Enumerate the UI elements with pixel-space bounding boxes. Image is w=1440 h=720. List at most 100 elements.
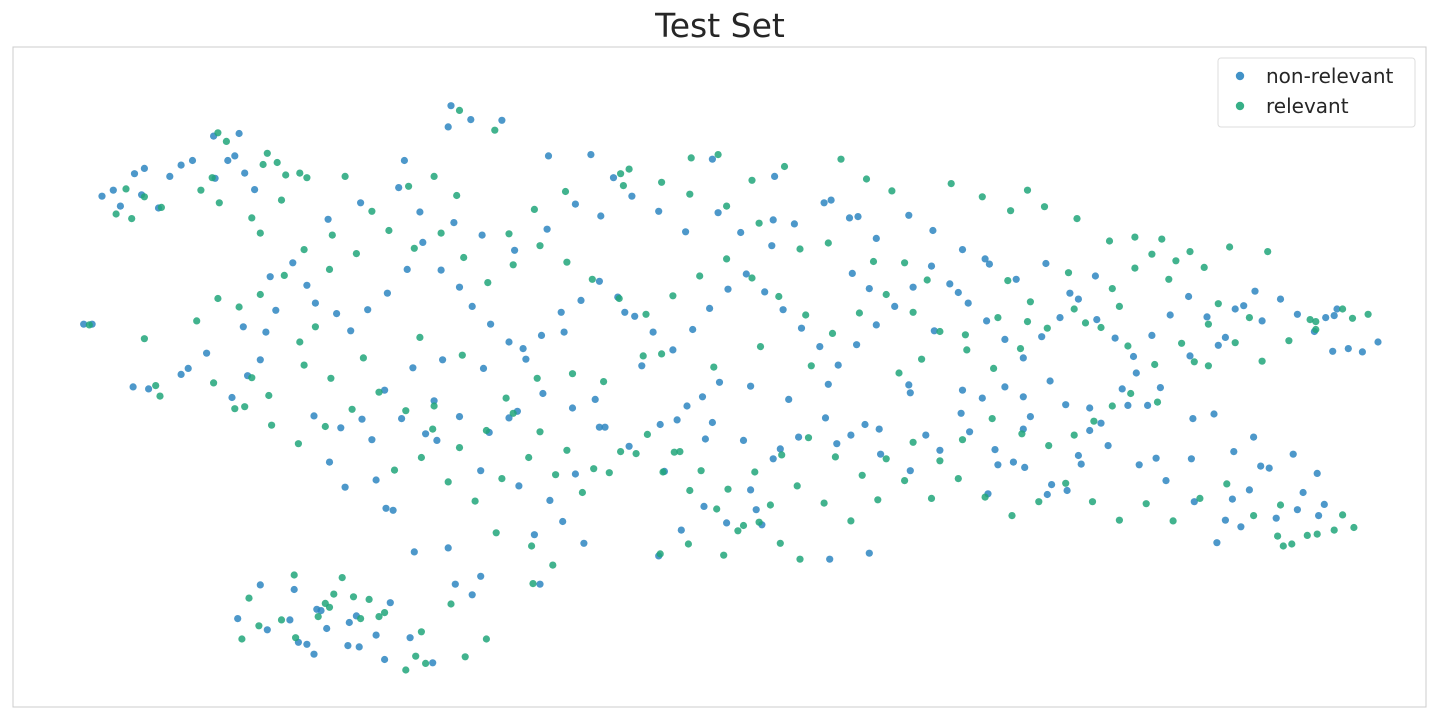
point-relevant-6 [282, 171, 290, 179]
point-relevant-174 [245, 594, 253, 602]
point-relevant-171 [321, 599, 329, 608]
point-non-relevant-232 [1221, 516, 1229, 524]
point-non-relevant-213 [609, 174, 618, 182]
point-non-relevant-146 [1077, 460, 1085, 468]
point-relevant-212 [1131, 264, 1139, 272]
point-non-relevant-141 [936, 446, 944, 454]
point-relevant-233 [561, 187, 570, 196]
point-relevant-147 [1303, 531, 1311, 540]
point-non-relevant-182 [286, 616, 294, 624]
point-relevant-188 [720, 551, 728, 559]
point-non-relevant-91 [1231, 305, 1239, 313]
point-non-relevant-28 [289, 259, 297, 267]
point-relevant-164 [447, 600, 455, 608]
point-relevant-73 [1245, 314, 1253, 322]
point-relevant-24 [311, 323, 319, 331]
point-non-relevant-207 [498, 116, 506, 124]
point-non-relevant-52 [706, 304, 714, 312]
point-relevant-38 [536, 242, 544, 250]
point-relevant-123 [659, 468, 667, 476]
point-non-relevant-121 [368, 436, 376, 444]
point-non-relevant-37 [437, 266, 445, 274]
point-relevant-63 [1204, 320, 1212, 328]
point-non-relevant-44 [557, 308, 565, 316]
point-relevant-245 [303, 174, 311, 182]
point-non-relevant-118 [1042, 259, 1050, 268]
point-relevant-110 [294, 440, 302, 448]
point-non-relevant-188 [386, 599, 394, 607]
point-non-relevant-137 [821, 414, 830, 422]
point-non-relevant-260 [1124, 401, 1132, 409]
point-non-relevant-259 [1097, 419, 1105, 427]
point-relevant-162 [381, 609, 389, 617]
point-non-relevant-136 [795, 433, 803, 441]
point-non-relevant-94 [357, 199, 365, 207]
point-non-relevant-279 [747, 486, 755, 494]
point-relevant-96 [670, 448, 678, 456]
point-relevant-107 [375, 388, 383, 396]
point-non-relevant-41 [505, 338, 513, 346]
point-relevant-241 [300, 246, 308, 254]
point-non-relevant-235 [1086, 426, 1094, 435]
point-non-relevant-128 [568, 404, 577, 412]
point-relevant-71 [1312, 325, 1320, 334]
point-non-relevant-247 [439, 356, 447, 364]
point-relevant-91 [804, 434, 813, 442]
point-relevant-259 [978, 193, 986, 201]
legend-marker-relevant [1235, 101, 1245, 111]
point-relevant-185 [755, 518, 763, 526]
point-relevant-213 [1148, 250, 1156, 258]
point-relevant-88 [882, 455, 890, 463]
point-relevant-247 [455, 106, 464, 114]
point-non-relevant-53 [724, 285, 732, 293]
point-non-relevant-150 [1187, 455, 1195, 463]
point-non-relevant-172 [826, 555, 834, 563]
point-non-relevant-29 [303, 281, 311, 289]
point-relevant-20 [210, 379, 218, 387]
point-non-relevant-229 [1358, 348, 1366, 356]
point-relevant-173 [238, 635, 246, 643]
point-relevant-155 [290, 571, 298, 579]
point-non-relevant-104 [655, 207, 663, 215]
point-relevant-98 [617, 448, 625, 456]
point-non-relevant-170 [752, 506, 760, 514]
point-non-relevant-138 [847, 431, 855, 439]
point-relevant-156 [338, 574, 346, 582]
point-relevant-49 [828, 329, 837, 337]
point-non-relevant-278 [723, 519, 731, 527]
point-relevant-175 [330, 590, 338, 598]
point-relevant-199 [430, 402, 438, 410]
points-layer [80, 102, 1382, 674]
point-non-relevant-155 [1313, 469, 1321, 477]
point-relevant-28 [256, 290, 264, 299]
point-relevant-167 [422, 659, 430, 668]
point-non-relevant-97 [450, 219, 458, 227]
point-non-relevant-186 [344, 642, 352, 650]
point-non-relevant-195 [256, 581, 264, 589]
point-relevant-198 [300, 361, 308, 369]
legend-marker-non-relevant [1235, 71, 1245, 81]
point-relevant-100 [563, 446, 571, 454]
point-relevant-112 [241, 403, 249, 411]
point-non-relevant-166 [477, 572, 485, 580]
point-relevant-99 [590, 465, 598, 473]
point-non-relevant-33 [364, 306, 372, 314]
point-non-relevant-89 [1330, 312, 1338, 320]
point-relevant-76 [1190, 358, 1198, 366]
point-non-relevant-262 [1009, 458, 1018, 466]
point-non-relevant-30 [311, 299, 319, 307]
point-non-relevant-293 [1210, 410, 1218, 418]
point-relevant-22 [248, 374, 256, 382]
point-relevant-23 [296, 338, 304, 346]
point-relevant-122 [632, 450, 640, 458]
point-relevant-19 [231, 405, 239, 413]
point-relevant-51 [882, 290, 890, 299]
point-relevant-68 [1339, 305, 1347, 313]
point-non-relevant-13 [177, 161, 185, 169]
point-relevant-236 [453, 191, 461, 200]
point-non-relevant-120 [337, 424, 345, 432]
point-relevant-87 [909, 438, 917, 446]
point-non-relevant-295 [1063, 486, 1071, 495]
point-non-relevant-158 [444, 544, 452, 552]
point-non-relevant-114 [929, 226, 937, 235]
